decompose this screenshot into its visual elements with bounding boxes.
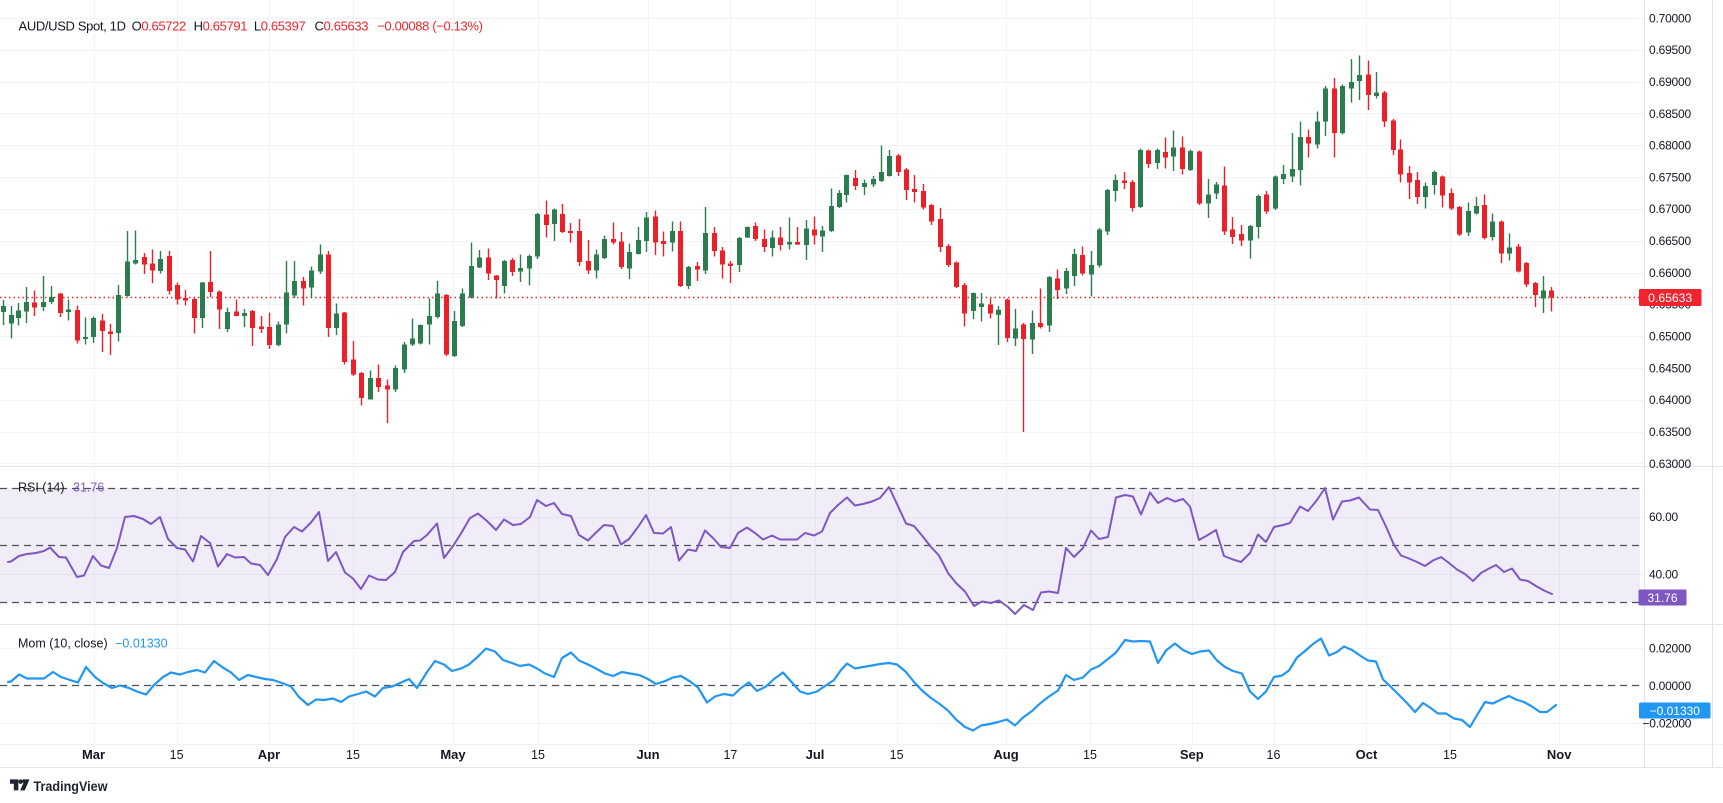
- svg-text:0.66000: 0.66000: [1649, 266, 1692, 280]
- svg-text:0.70000: 0.70000: [1649, 11, 1692, 25]
- svg-text:16: 16: [1267, 748, 1281, 762]
- svg-text:15: 15: [531, 748, 545, 762]
- svg-text:15: 15: [170, 748, 184, 762]
- svg-text:0.68000: 0.68000: [1649, 139, 1692, 153]
- svg-text:0.65000: 0.65000: [1649, 330, 1692, 344]
- svg-text:−0.00088 (−0.13%): −0.00088 (−0.13%): [377, 19, 482, 34]
- svg-text:0.63500: 0.63500: [1649, 425, 1692, 439]
- svg-text:15: 15: [1083, 748, 1097, 762]
- svg-text:40.00: 40.00: [1649, 567, 1679, 581]
- svg-text:0.66500: 0.66500: [1649, 234, 1692, 248]
- svg-text:0.69500: 0.69500: [1649, 43, 1692, 57]
- svg-text:−0.01330: −0.01330: [1650, 704, 1701, 718]
- svg-text:RSI (14) 31.76: RSI (14) 31.76: [18, 481, 104, 495]
- svg-text:Oct: Oct: [1356, 747, 1378, 762]
- svg-text:0.00000: 0.00000: [1649, 679, 1692, 693]
- svg-text:May: May: [440, 747, 466, 762]
- svg-text:Jun: Jun: [636, 747, 659, 762]
- svg-text:15: 15: [890, 748, 904, 762]
- svg-text:L0.65397: L0.65397: [254, 19, 306, 34]
- svg-text:Sep: Sep: [1180, 747, 1204, 762]
- svg-text:0.02000: 0.02000: [1649, 641, 1692, 655]
- svg-text:0.63000: 0.63000: [1649, 457, 1692, 471]
- svg-text:H0.65791: H0.65791: [194, 19, 248, 34]
- svg-text:0.64500: 0.64500: [1649, 361, 1692, 375]
- svg-text:TradingView: TradingView: [34, 778, 108, 794]
- svg-text:0.64000: 0.64000: [1649, 393, 1692, 407]
- svg-text:0.67000: 0.67000: [1649, 202, 1692, 216]
- svg-text:60.00: 60.00: [1649, 510, 1679, 524]
- svg-text:−0.02000: −0.02000: [1643, 716, 1692, 730]
- svg-text:31.76: 31.76: [1647, 591, 1677, 605]
- svg-text:0.65633: 0.65633: [1648, 291, 1692, 305]
- svg-text:15: 15: [346, 748, 360, 762]
- svg-text:AUD/USD Spot, 1D: AUD/USD Spot, 1D: [19, 19, 126, 34]
- svg-text:0.68500: 0.68500: [1649, 107, 1692, 121]
- svg-text:0.67500: 0.67500: [1649, 170, 1692, 184]
- svg-text:15: 15: [1443, 748, 1457, 762]
- svg-text:Apr: Apr: [258, 747, 280, 762]
- svg-text:0.69000: 0.69000: [1649, 75, 1692, 89]
- svg-text:Mar: Mar: [82, 747, 105, 762]
- svg-text:Nov: Nov: [1547, 747, 1572, 762]
- svg-text:Mom (10, close) −0.01330: Mom (10, close) −0.01330: [18, 637, 168, 651]
- svg-text:17: 17: [723, 748, 737, 762]
- svg-text:O0.65722: O0.65722: [132, 19, 186, 34]
- svg-text:Jul: Jul: [806, 747, 825, 762]
- svg-text:Aug: Aug: [993, 747, 1018, 762]
- svg-text:C0.65633: C0.65633: [315, 19, 369, 34]
